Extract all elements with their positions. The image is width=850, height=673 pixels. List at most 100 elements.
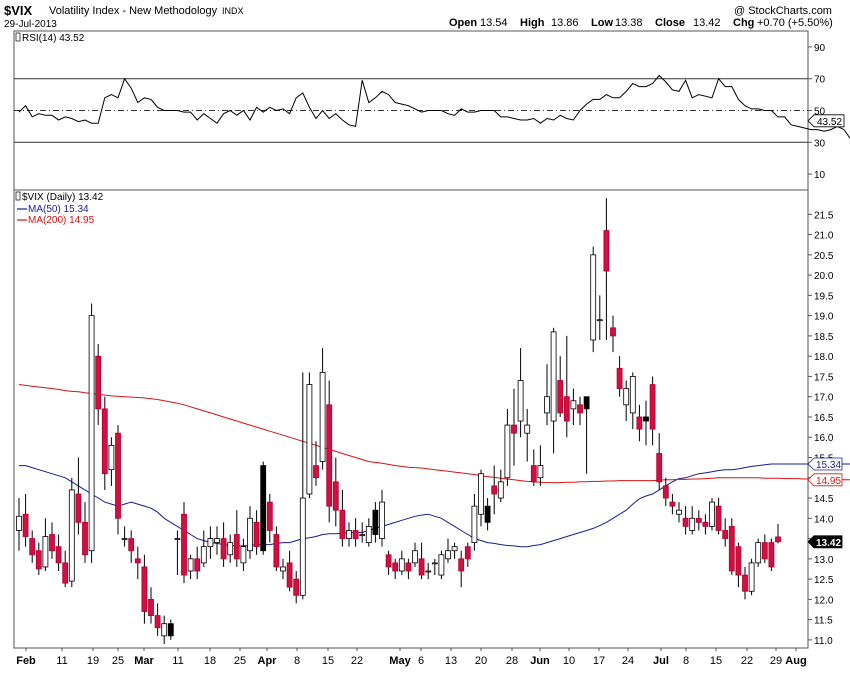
- quote-label: High: [520, 17, 545, 29]
- price-tick-label: 18.5: [814, 332, 834, 343]
- price-tick-label: 21.0: [814, 231, 834, 242]
- candle-body: [200, 546, 207, 564]
- candle: [563, 335, 570, 438]
- x-tick-label: 17: [593, 655, 605, 667]
- price-tick-label: 19.0: [814, 312, 834, 323]
- candle: [266, 493, 273, 543]
- price-tick-label: 12.5: [814, 575, 834, 586]
- candle: [134, 546, 141, 580]
- candle: [748, 558, 755, 596]
- rsi-legend: RSI(14) 43.52: [22, 33, 85, 44]
- candle: [735, 542, 742, 588]
- candle-body: [715, 505, 722, 531]
- candle-body: [220, 538, 227, 560]
- candle: [280, 558, 286, 580]
- candle-body: [775, 536, 781, 543]
- candle: [161, 615, 168, 644]
- ma-legend-1: MA(200) 14.95: [28, 215, 95, 226]
- candle: [610, 315, 616, 353]
- candle-body: [557, 380, 564, 414]
- candle-body: [101, 408, 108, 475]
- candle-body: [616, 367, 623, 390]
- x-tick-label: 15: [322, 655, 334, 667]
- candle: [577, 396, 583, 426]
- x-tick-label: 24: [622, 655, 634, 667]
- candle: [49, 522, 55, 559]
- candle: [709, 498, 715, 531]
- candle: [115, 425, 121, 535]
- candle: [504, 408, 511, 486]
- candle: [128, 530, 135, 563]
- candle-body: [610, 327, 616, 337]
- candle-body: [735, 546, 742, 576]
- candle-body: [643, 416, 649, 422]
- price-tick-label: 11.0: [814, 636, 833, 647]
- candle-body: [82, 521, 88, 556]
- candle-body: [544, 396, 550, 414]
- candle: [273, 526, 280, 571]
- candle: [405, 558, 412, 580]
- candle: [669, 493, 676, 515]
- candle: [75, 457, 82, 535]
- candle: [154, 603, 161, 636]
- candle-body: [742, 574, 748, 592]
- x-tick-label: 15: [710, 655, 722, 667]
- candle-body: [55, 546, 62, 564]
- rsi-legend-icon: [15, 32, 21, 42]
- price-tick-label: 16.0: [814, 433, 834, 444]
- x-tick-label: 29: [770, 655, 782, 667]
- candle: [643, 400, 649, 446]
- candle: [557, 356, 564, 417]
- candle: [497, 469, 504, 503]
- candle-body: [695, 517, 702, 523]
- candle: [662, 477, 669, 507]
- candle: [319, 348, 326, 470]
- candle-body: [596, 319, 603, 322]
- x-tick-label: Jul: [653, 655, 669, 667]
- candle-body: [121, 538, 128, 540]
- x-tick-label: 18: [204, 655, 216, 667]
- candle-body: [530, 465, 537, 483]
- candle-body: [689, 517, 696, 531]
- candle-body: [524, 424, 531, 434]
- quote-value: 13.54: [480, 17, 508, 29]
- candle-body: [161, 623, 168, 637]
- candle: [88, 303, 95, 563]
- x-tick-label: 10: [563, 655, 575, 667]
- candle: [464, 542, 471, 567]
- quote-label: Low: [591, 17, 613, 29]
- candle: [629, 372, 636, 430]
- quote-summary: Open 13.54 High 13.86 Low 13.38 Close 13.42 Chg +…: [449, 17, 833, 29]
- x-tick-label: 28: [506, 655, 518, 667]
- candle-body: [313, 465, 319, 479]
- candle-body: [181, 513, 187, 576]
- candle: [187, 554, 194, 580]
- x-tick-label: Aug: [785, 655, 806, 667]
- copyright: @ StockCharts.com: [734, 5, 832, 17]
- candle-body: [346, 530, 352, 539]
- candle-body: [194, 558, 201, 572]
- candle-body: [398, 558, 405, 572]
- candle: [346, 522, 352, 547]
- price-tick-label: 18.0: [814, 352, 834, 363]
- candle: [484, 498, 491, 531]
- quote-value: 13.86: [551, 17, 579, 29]
- x-tick-label: 6: [418, 655, 424, 667]
- price-tick-label: 17.5: [814, 372, 834, 383]
- candle-body: [247, 517, 253, 552]
- x-tick-label: 19: [87, 655, 99, 667]
- candle-body: [339, 509, 346, 539]
- x-tick-label: 20: [475, 655, 487, 667]
- price-legend: $VIX (Daily) 13.42: [22, 192, 104, 203]
- candle: [233, 510, 240, 567]
- x-tick-label: Feb: [16, 655, 36, 667]
- x-tick-label: 8: [683, 655, 689, 667]
- candle-body: [35, 550, 42, 570]
- candle-body: [511, 424, 517, 434]
- candle-body: [108, 444, 115, 471]
- x-tick-label: Apr: [258, 655, 278, 667]
- candle: [775, 523, 781, 544]
- rsi-value-label: 43.52: [817, 117, 842, 128]
